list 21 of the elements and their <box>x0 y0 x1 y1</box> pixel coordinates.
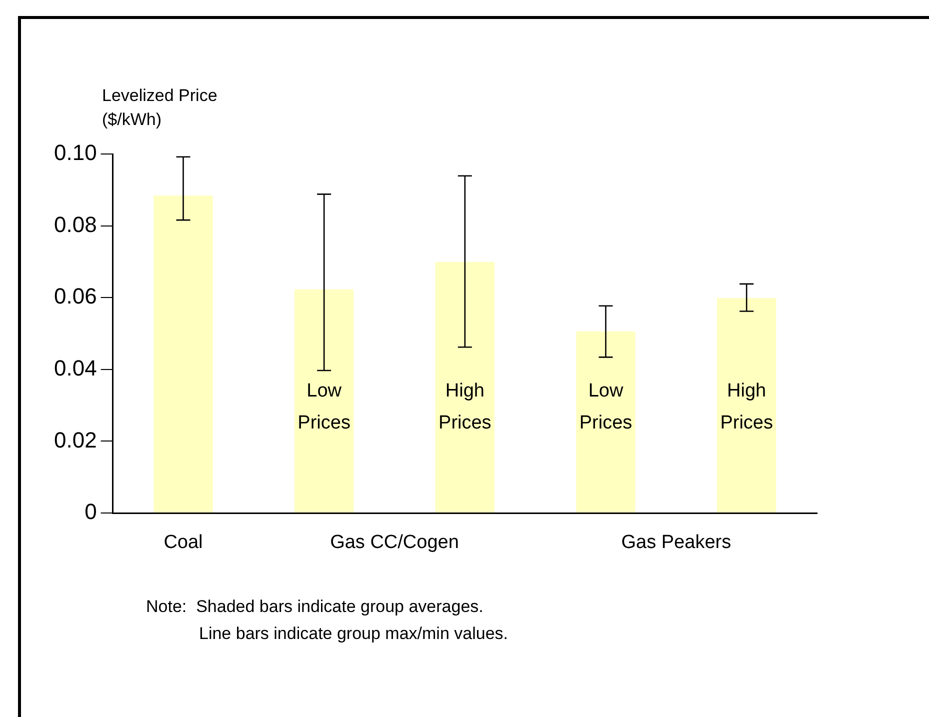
bar <box>154 196 213 512</box>
y-tick-label: 0.08 <box>54 212 97 237</box>
text: Coal <box>164 532 203 554</box>
bar <box>717 298 776 512</box>
x-tick-label: High Prices <box>720 380 773 434</box>
text: Gas Peakers <box>621 532 732 554</box>
y-axis-title: Levelized Price ($/kWh) <box>102 85 218 131</box>
bar <box>576 331 636 512</box>
text: Note: Shaded bars indicate group averages. <box>146 597 484 617</box>
bar <box>294 289 354 512</box>
x-tick-label: High Prices <box>438 380 492 434</box>
x-tick-label: Low Prices <box>298 380 350 434</box>
y-tick-label: 0.02 <box>54 427 97 452</box>
y-tick-label: 0.06 <box>54 284 97 309</box>
bar <box>435 262 494 512</box>
y-tick-label: 0.04 <box>54 355 97 380</box>
text: Gas CC/Cogen <box>330 532 459 554</box>
text: Line bars indicate group max/min values. <box>199 624 508 644</box>
y-tick-label: 0 <box>84 499 97 524</box>
x-tick-label: Low Prices <box>579 380 632 434</box>
y-tick-label: 0.10 <box>54 140 97 166</box>
